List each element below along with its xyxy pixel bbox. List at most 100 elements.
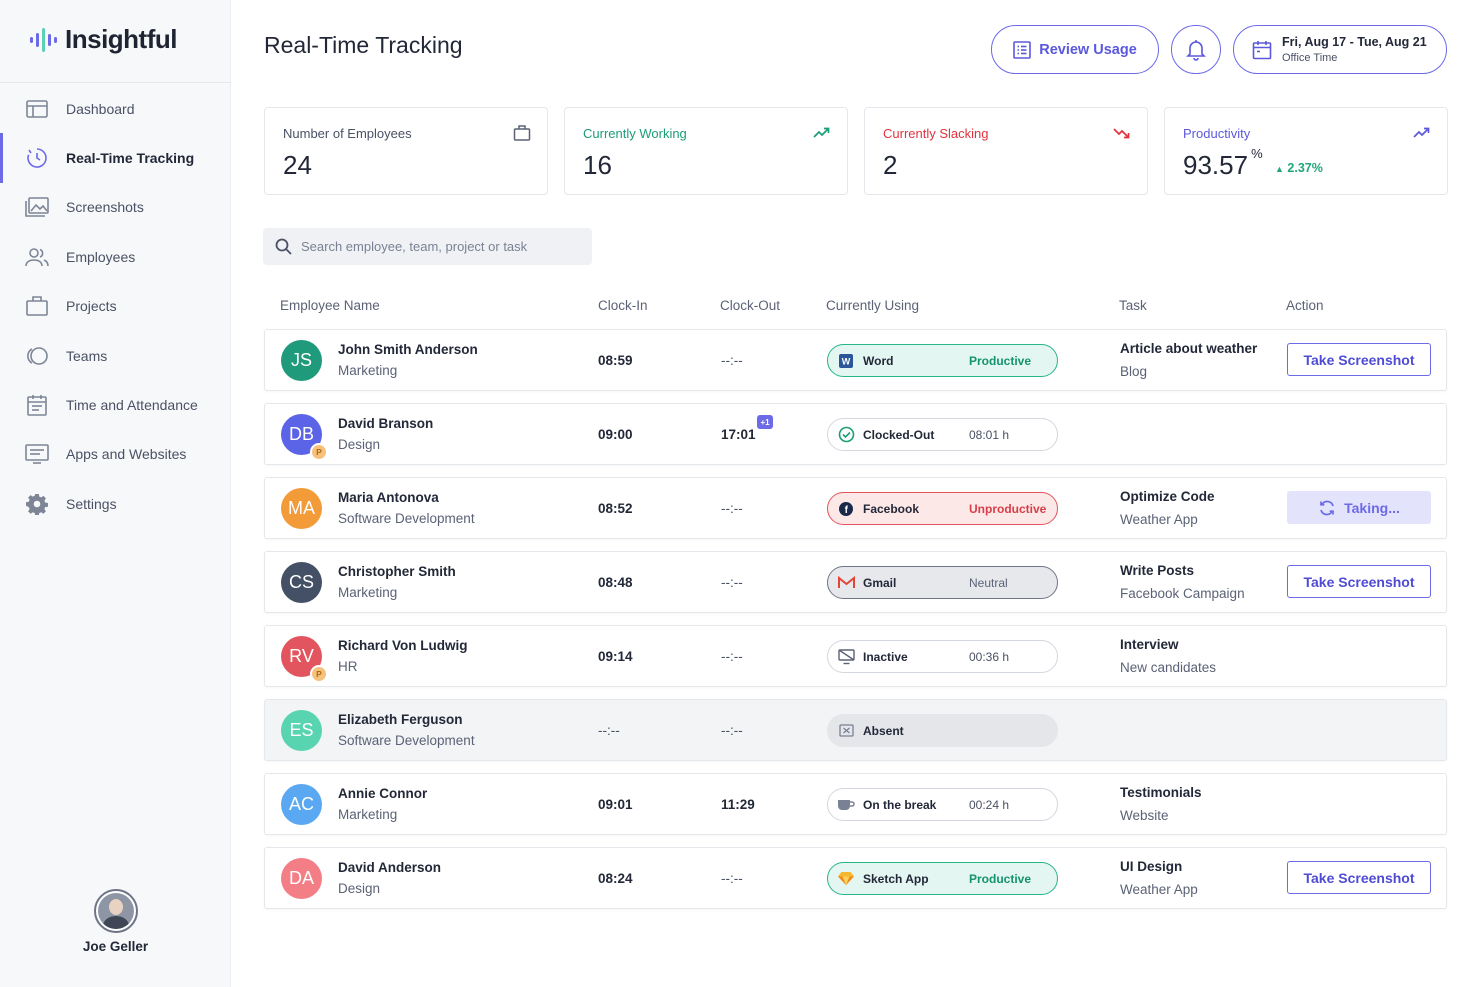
avatar[interactable] [93,889,138,933]
employee-name[interactable]: Elizabeth Ferguson [338,712,463,727]
stat-label: Number of Employees [283,126,412,141]
taking-screenshot-button[interactable]: Taking... [1287,491,1431,524]
stat-value: 93.57% [1183,146,1263,181]
triangle-up-icon: ▲ [1275,164,1284,174]
task-project: Website [1120,808,1169,823]
clock-out-time: 11:29 [721,797,755,812]
sidebar-item-screenshots[interactable]: Screenshots [0,183,231,232]
clock-in-time: 08:59 [598,353,633,368]
sidebar-divider [0,82,231,83]
employee-department: Design [338,437,381,452]
employee-name[interactable]: John Smith Anderson [338,342,478,357]
column-header-currently-using[interactable]: Currently Using [826,298,920,313]
table-row[interactable]: RV P Richard Von Ludwig HR 09:14 --:-- I… [264,625,1447,687]
sketch-icon [837,870,855,888]
stat-card-employees: Number of Employees 24 [264,107,548,195]
sidebar-item-label: Dashboard [66,100,135,117]
employee-name[interactable]: Annie Connor [338,786,428,801]
clock-out-time: --:-- [721,575,743,590]
status-duration: 08:01 h [969,427,1010,442]
coffee-cup-icon [837,796,855,814]
date-range-text: Fri, Aug 17 - Tue, Aug 21 [1282,35,1427,49]
inactive-monitor-icon [837,648,855,666]
employee-name[interactable]: Maria Antonova [338,490,439,505]
task-project: Weather App [1120,512,1198,527]
clock-in-time: 09:14 [598,649,633,664]
take-screenshot-button[interactable]: Take Screenshot [1287,565,1431,598]
review-usage-button[interactable]: Review Usage [991,25,1159,74]
currently-using-pill: W Word Productive [827,344,1058,377]
table-row[interactable]: DA David Anderson Design 08:24 --:-- Ske… [264,847,1447,909]
clock-out-time: --:-- [721,501,743,516]
stat-card-working: Currently Working 16 [564,107,848,195]
sidebar-item-employees[interactable]: Employees [0,232,231,281]
app-name: Insightful [65,24,177,54]
app-name: On the break [863,797,937,812]
app-logo[interactable]: Insightful [30,24,177,55]
employee-avatar: DA [281,858,322,899]
facebook-icon: f [837,500,855,518]
search-input[interactable] [301,239,571,254]
sidebar-item-label: Employees [66,248,136,265]
employee-department: Design [338,881,381,896]
take-screenshot-button[interactable]: Take Screenshot [1287,861,1431,894]
stat-label: Productivity [1183,126,1251,141]
absent-icon [837,722,855,740]
stat-label: Currently Working [583,126,687,141]
sidebar-item-real-time-tracking[interactable]: Real-Time Tracking [0,133,231,184]
productivity-status: Productive [969,871,1032,886]
task-title: UI Design [1120,859,1183,874]
briefcase-icon [25,294,49,318]
employee-name[interactable]: David Anderson [338,860,442,875]
table-row[interactable]: ES Elizabeth Ferguson Software Developme… [264,699,1447,761]
notifications-button[interactable] [1171,25,1221,74]
sidebar-item-label: Time and Attendance [66,397,198,414]
clock-in-time: 08:52 [598,501,633,516]
employee-department: Marketing [338,585,398,600]
column-header-task[interactable]: Task [1119,298,1147,313]
taking-label: Taking... [1344,499,1400,516]
table-row[interactable]: DB P David Branson Design 09:00 17:01 +1… [264,403,1447,465]
column-header-employee-name[interactable]: Employee Name [280,298,380,313]
stat-label: Currently Slacking [883,126,989,141]
productivity-change: ▲ 2.37% [1275,161,1323,175]
table-row[interactable]: AC Annie Connor Marketing 09:01 11:29 On… [264,773,1447,835]
user-profile[interactable]: Joe Geller [0,889,231,954]
sidebar-item-settings[interactable]: Settings [0,479,231,528]
app-name: Clocked-Out [863,427,935,442]
report-icon [1013,40,1032,59]
employee-badge: P [310,443,328,461]
sidebar-item-projects[interactable]: Projects [0,282,231,331]
app-name: Inactive [863,649,908,664]
app-name: Gmail [863,575,897,590]
stat-value: 16 [583,150,612,180]
date-range-picker[interactable]: Fri, Aug 17 - Tue, Aug 21 Office Time [1233,25,1447,74]
employee-name[interactable]: Richard Von Ludwig [338,638,468,653]
table-row[interactable]: JS John Smith Anderson Marketing 08:59 -… [264,329,1447,391]
sidebar-item-time-and-attendance[interactable]: Time and Attendance [0,380,231,429]
sidebar-item-dashboard[interactable]: Dashboard [0,84,231,133]
sidebar-item-apps-and-websites[interactable]: Apps and Websites [0,430,231,479]
table-row[interactable]: CS Christopher Smith Marketing 08:48 --:… [264,551,1447,613]
page-title: Real-Time Tracking [264,32,463,58]
table-row[interactable]: MA Maria Antonova Software Development 0… [264,477,1447,539]
app-name: Sketch App [863,871,929,886]
employee-avatar: CS [281,562,322,603]
column-header-clock-in[interactable]: Clock-In [598,298,648,313]
clock-out-time: 17:01 [721,427,756,442]
task-title: Optimize Code [1120,489,1215,504]
employee-name[interactable]: David Branson [338,416,434,431]
employee-name[interactable]: Christopher Smith [338,564,456,579]
screenshots-icon [25,195,49,219]
app-name: Facebook [863,501,920,516]
clock-in-time: 09:01 [598,797,633,812]
sidebar-item-label: Teams [66,347,108,364]
currently-using-pill: On the break 00:24 h [827,788,1058,821]
status-duration: 00:24 h [969,797,1010,812]
take-screenshot-button[interactable]: Take Screenshot [1287,343,1431,376]
employee-badge: P [310,665,328,683]
currently-using-pill: Absent [827,714,1058,747]
column-header-clock-out[interactable]: Clock-Out [720,298,781,313]
productivity-status: Productive [969,353,1032,368]
sidebar-item-teams[interactable]: Teams [0,331,231,380]
